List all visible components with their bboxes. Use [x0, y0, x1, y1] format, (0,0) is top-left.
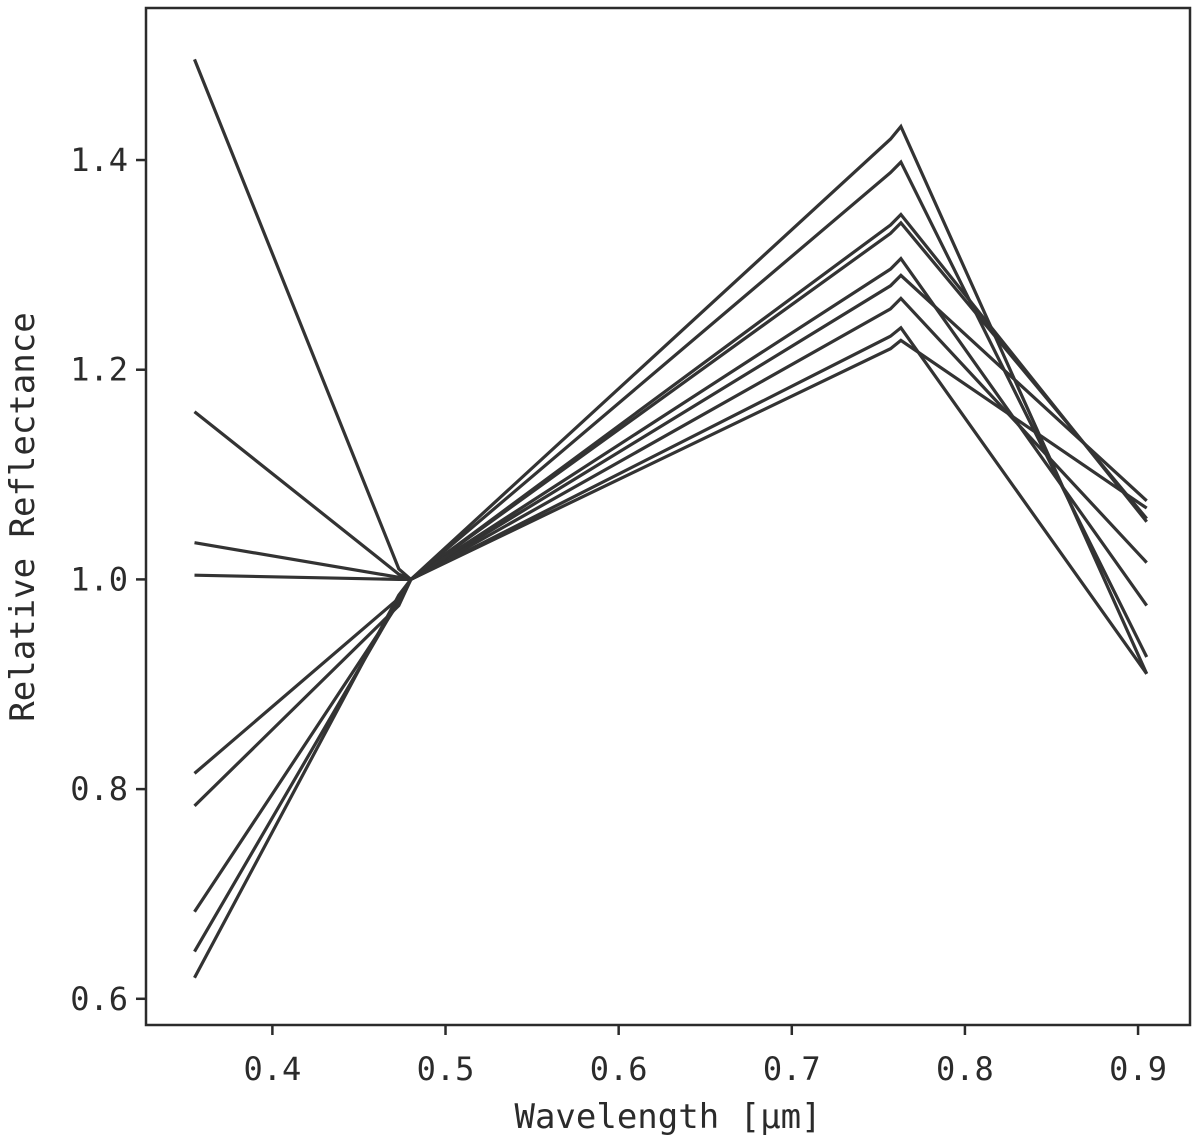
x-axis: 0.4 0.5 0.6 0.7 0.8 0.9	[243, 1025, 1167, 1088]
y-tick-label-1: 0.6	[70, 980, 128, 1018]
series-layer	[193, 58, 1149, 979]
x-tick-label-6: 0.9	[1109, 1050, 1167, 1088]
y-tick-label-4: 1.2	[70, 351, 128, 389]
series-line-2	[193, 273, 1148, 582]
y-tick-label-2: 0.8	[70, 770, 128, 808]
series-line-7	[193, 296, 1148, 913]
plot-frame	[144, 6, 1192, 1027]
x-axis-label: Wavelength [μm]	[514, 1097, 821, 1137]
y-tick-label-5: 1.4	[70, 141, 128, 179]
x-tick-label-3: 0.6	[590, 1050, 648, 1088]
x-tick-label-4: 0.7	[763, 1050, 821, 1088]
y-tick-label-3: 1.0	[70, 560, 128, 598]
x-tick-label-2: 0.5	[417, 1050, 475, 1088]
series-line-9	[193, 325, 1149, 979]
series-line-5	[193, 123, 1149, 775]
series-line-3	[194, 220, 1148, 582]
series-line-6	[193, 159, 1149, 808]
x-tick-label-5: 0.8	[936, 1050, 994, 1088]
x-tick-label-1: 0.4	[243, 1050, 301, 1088]
plot-area	[144, 6, 1192, 1027]
y-axis-label: Relative Reflectance	[3, 312, 43, 721]
series-line-4	[194, 212, 1148, 582]
series-line-8	[193, 256, 1149, 953]
y-axis: 0.6 0.8 1.0 1.2 1.4	[70, 141, 146, 1018]
series-line-1	[193, 58, 1148, 582]
